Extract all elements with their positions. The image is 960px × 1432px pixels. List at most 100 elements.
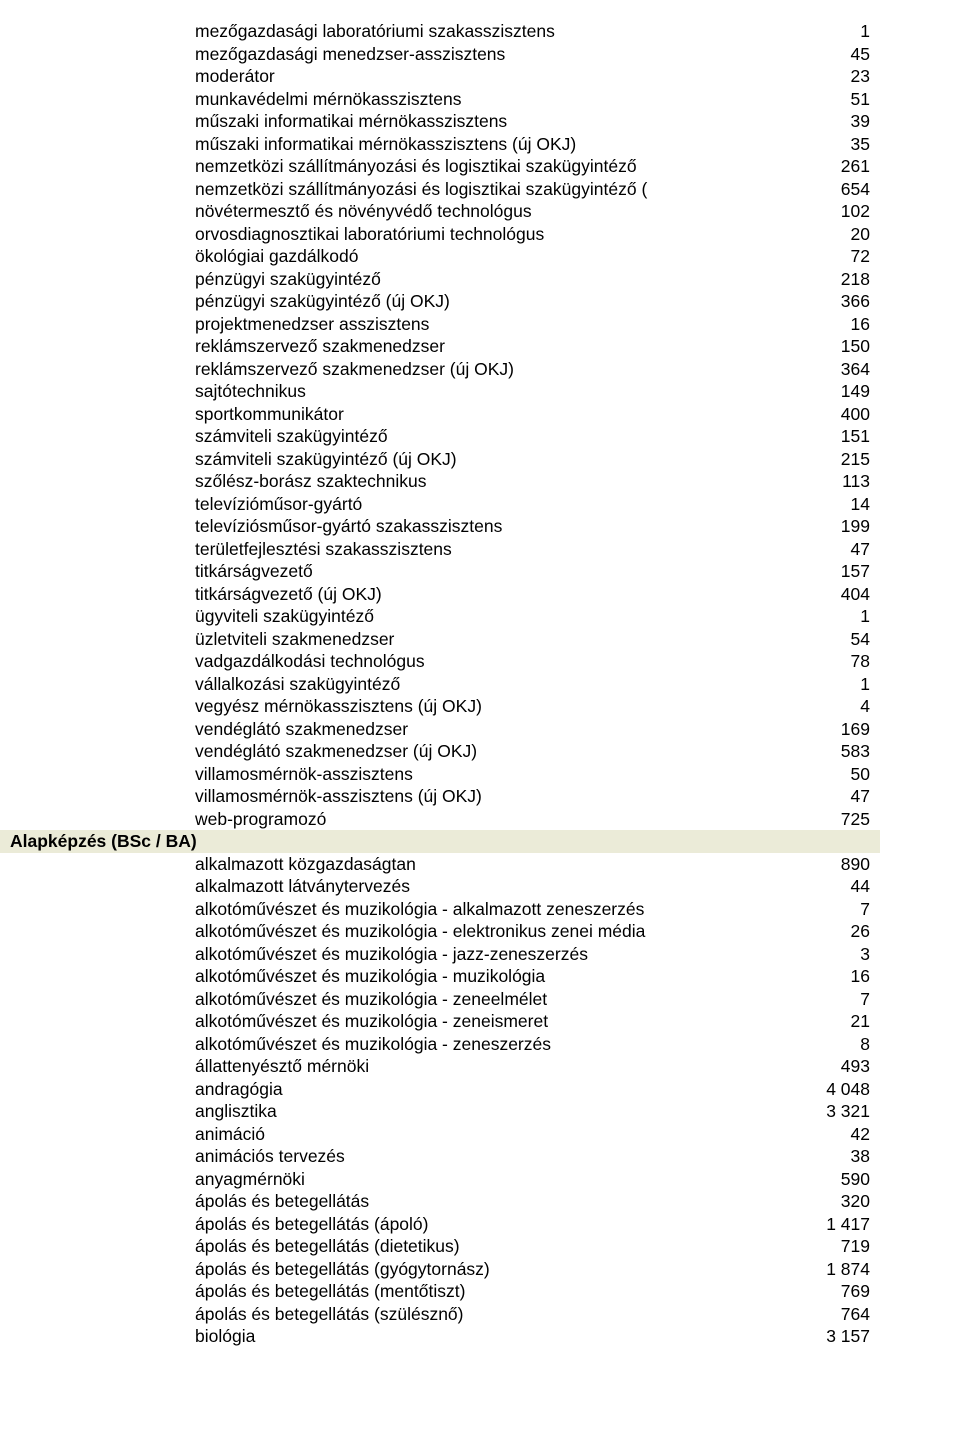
- row-label: vegyész mérnökasszisztens (új OKJ): [0, 695, 780, 718]
- row-value: 890: [780, 853, 870, 876]
- row-label: televízióműsor-gyártó: [0, 493, 780, 516]
- row-label: anglisztika: [0, 1100, 780, 1123]
- row-value: 151: [780, 425, 870, 448]
- table-row: animáció42: [0, 1123, 870, 1146]
- row-value: 47: [780, 538, 870, 561]
- row-value: 320: [780, 1190, 870, 1213]
- row-label: alkalmazott látványtervezés: [0, 875, 780, 898]
- row-label: ápolás és betegellátás (mentőtiszt): [0, 1280, 780, 1303]
- table-row: anglisztika3 321: [0, 1100, 870, 1123]
- table-row: műszaki informatikai mérnökasszisztens (…: [0, 133, 870, 156]
- row-label: alkalmazott közgazdaságtan: [0, 853, 780, 876]
- row-label: alkotóművészet és muzikológia - zeneisme…: [0, 1010, 780, 1033]
- page-container: mezőgazdasági laboratóriumi szakassziszt…: [0, 0, 960, 1368]
- table-row: reklámszervező szakmenedzser (új OKJ)364: [0, 358, 870, 381]
- row-value: 493: [780, 1055, 870, 1078]
- row-label: vendéglátó szakmenedzser (új OKJ): [0, 740, 780, 763]
- row-value: 157: [780, 560, 870, 583]
- table-row: web-programozó725: [0, 808, 870, 831]
- row-value: 764: [780, 1303, 870, 1326]
- table-row: mezőgazdasági laboratóriumi szakassziszt…: [0, 20, 870, 43]
- row-value: 1 874: [780, 1258, 870, 1281]
- row-value: 38: [780, 1145, 870, 1168]
- row-label: növétermesztő és növényvédő technológus: [0, 200, 780, 223]
- row-value: 199: [780, 515, 870, 538]
- row-value: 654: [780, 178, 870, 201]
- row-value: 8: [780, 1033, 870, 1056]
- row-label: animáció: [0, 1123, 780, 1146]
- table-row: projektmenedzser asszisztens16: [0, 313, 870, 336]
- row-label: ápolás és betegellátás (gyógytornász): [0, 1258, 780, 1281]
- table-row: televíziósműsor-gyártó szakasszisztens19…: [0, 515, 870, 538]
- table-row: biológia3 157: [0, 1325, 870, 1348]
- row-label: nemzetközi szállítmányozási és logisztik…: [0, 178, 780, 201]
- table-row: sajtótechnikus149: [0, 380, 870, 403]
- row-label: területfejlesztési szakasszisztens: [0, 538, 780, 561]
- row-value: 261: [780, 155, 870, 178]
- table-row: ügyviteli szakügyintéző1: [0, 605, 870, 628]
- table-row: vállalkozási szakügyintéző1: [0, 673, 870, 696]
- row-label: web-programozó: [0, 808, 780, 831]
- row-value: 150: [780, 335, 870, 358]
- row-value: 404: [780, 583, 870, 606]
- section-header: Alapképzés (BSc / BA): [0, 830, 880, 853]
- row-label: alkotóművészet és muzikológia - alkalmaz…: [0, 898, 780, 921]
- row-label: állattenyésztő mérnöki: [0, 1055, 780, 1078]
- row-value: 47: [780, 785, 870, 808]
- row-label: számviteli szakügyintéző (új OKJ): [0, 448, 780, 471]
- table-row: nemzetközi szállítmányozási és logisztik…: [0, 178, 870, 201]
- table-row: számviteli szakügyintéző (új OKJ)215: [0, 448, 870, 471]
- row-label: munkavédelmi mérnökasszisztens: [0, 88, 780, 111]
- table-row: vendéglátó szakmenedzser169: [0, 718, 870, 741]
- table-row: titkárságvezető157: [0, 560, 870, 583]
- row-label: sajtótechnikus: [0, 380, 780, 403]
- table-row: moderátor23: [0, 65, 870, 88]
- table-row: üzletviteli szakmenedzser54: [0, 628, 870, 651]
- table-row: andragógia4 048: [0, 1078, 870, 1101]
- row-value: 39: [780, 110, 870, 133]
- table-row: titkárságvezető (új OKJ)404: [0, 583, 870, 606]
- row-value: 72: [780, 245, 870, 268]
- table-row: villamosmérnök-asszisztens50: [0, 763, 870, 786]
- table-row: reklámszervező szakmenedzser150: [0, 335, 870, 358]
- row-value: 54: [780, 628, 870, 651]
- table-row: anyagmérnöki590: [0, 1168, 870, 1191]
- table-row: vegyész mérnökasszisztens (új OKJ)4: [0, 695, 870, 718]
- row-label: mezőgazdasági laboratóriumi szakassziszt…: [0, 20, 780, 43]
- row-value: 1: [780, 605, 870, 628]
- row-label: üzletviteli szakmenedzser: [0, 628, 780, 651]
- row-label: műszaki informatikai mérnökasszisztens (…: [0, 133, 780, 156]
- row-label: titkárságvezető: [0, 560, 780, 583]
- row-value: 4: [780, 695, 870, 718]
- row-value: 1: [780, 673, 870, 696]
- row-label: ügyviteli szakügyintéző: [0, 605, 780, 628]
- row-value: 3: [780, 943, 870, 966]
- row-label: moderátor: [0, 65, 780, 88]
- table-row: alkalmazott közgazdaságtan890: [0, 853, 870, 876]
- row-value: 7: [780, 898, 870, 921]
- table-row: sportkommunikátor400: [0, 403, 870, 426]
- row-label: ápolás és betegellátás (dietetikus): [0, 1235, 780, 1258]
- table-row: ápolás és betegellátás320: [0, 1190, 870, 1213]
- row-value: 1 417: [780, 1213, 870, 1236]
- row-label: számviteli szakügyintéző: [0, 425, 780, 448]
- row-value: 769: [780, 1280, 870, 1303]
- table-row: vendéglátó szakmenedzser (új OKJ)583: [0, 740, 870, 763]
- row-label: reklámszervező szakmenedzser: [0, 335, 780, 358]
- table-row: szőlész-borász szaktechnikus113: [0, 470, 870, 493]
- row-label: ökológiai gazdálkodó: [0, 245, 780, 268]
- row-value: 583: [780, 740, 870, 763]
- row-value: 45: [780, 43, 870, 66]
- table-row: vadgazdálkodási technológus78: [0, 650, 870, 673]
- row-label: vállalkozási szakügyintéző: [0, 673, 780, 696]
- row-value: 3 157: [780, 1325, 870, 1348]
- row-label: alkotóművészet és muzikológia - zeneelmé…: [0, 988, 780, 1011]
- row-value: 51: [780, 88, 870, 111]
- row-label: vadgazdálkodási technológus: [0, 650, 780, 673]
- row-value: 1: [780, 20, 870, 43]
- row-label: titkárságvezető (új OKJ): [0, 583, 780, 606]
- row-label: andragógia: [0, 1078, 780, 1101]
- row-value: 35: [780, 133, 870, 156]
- row-label: anyagmérnöki: [0, 1168, 780, 1191]
- row-value: 366: [780, 290, 870, 313]
